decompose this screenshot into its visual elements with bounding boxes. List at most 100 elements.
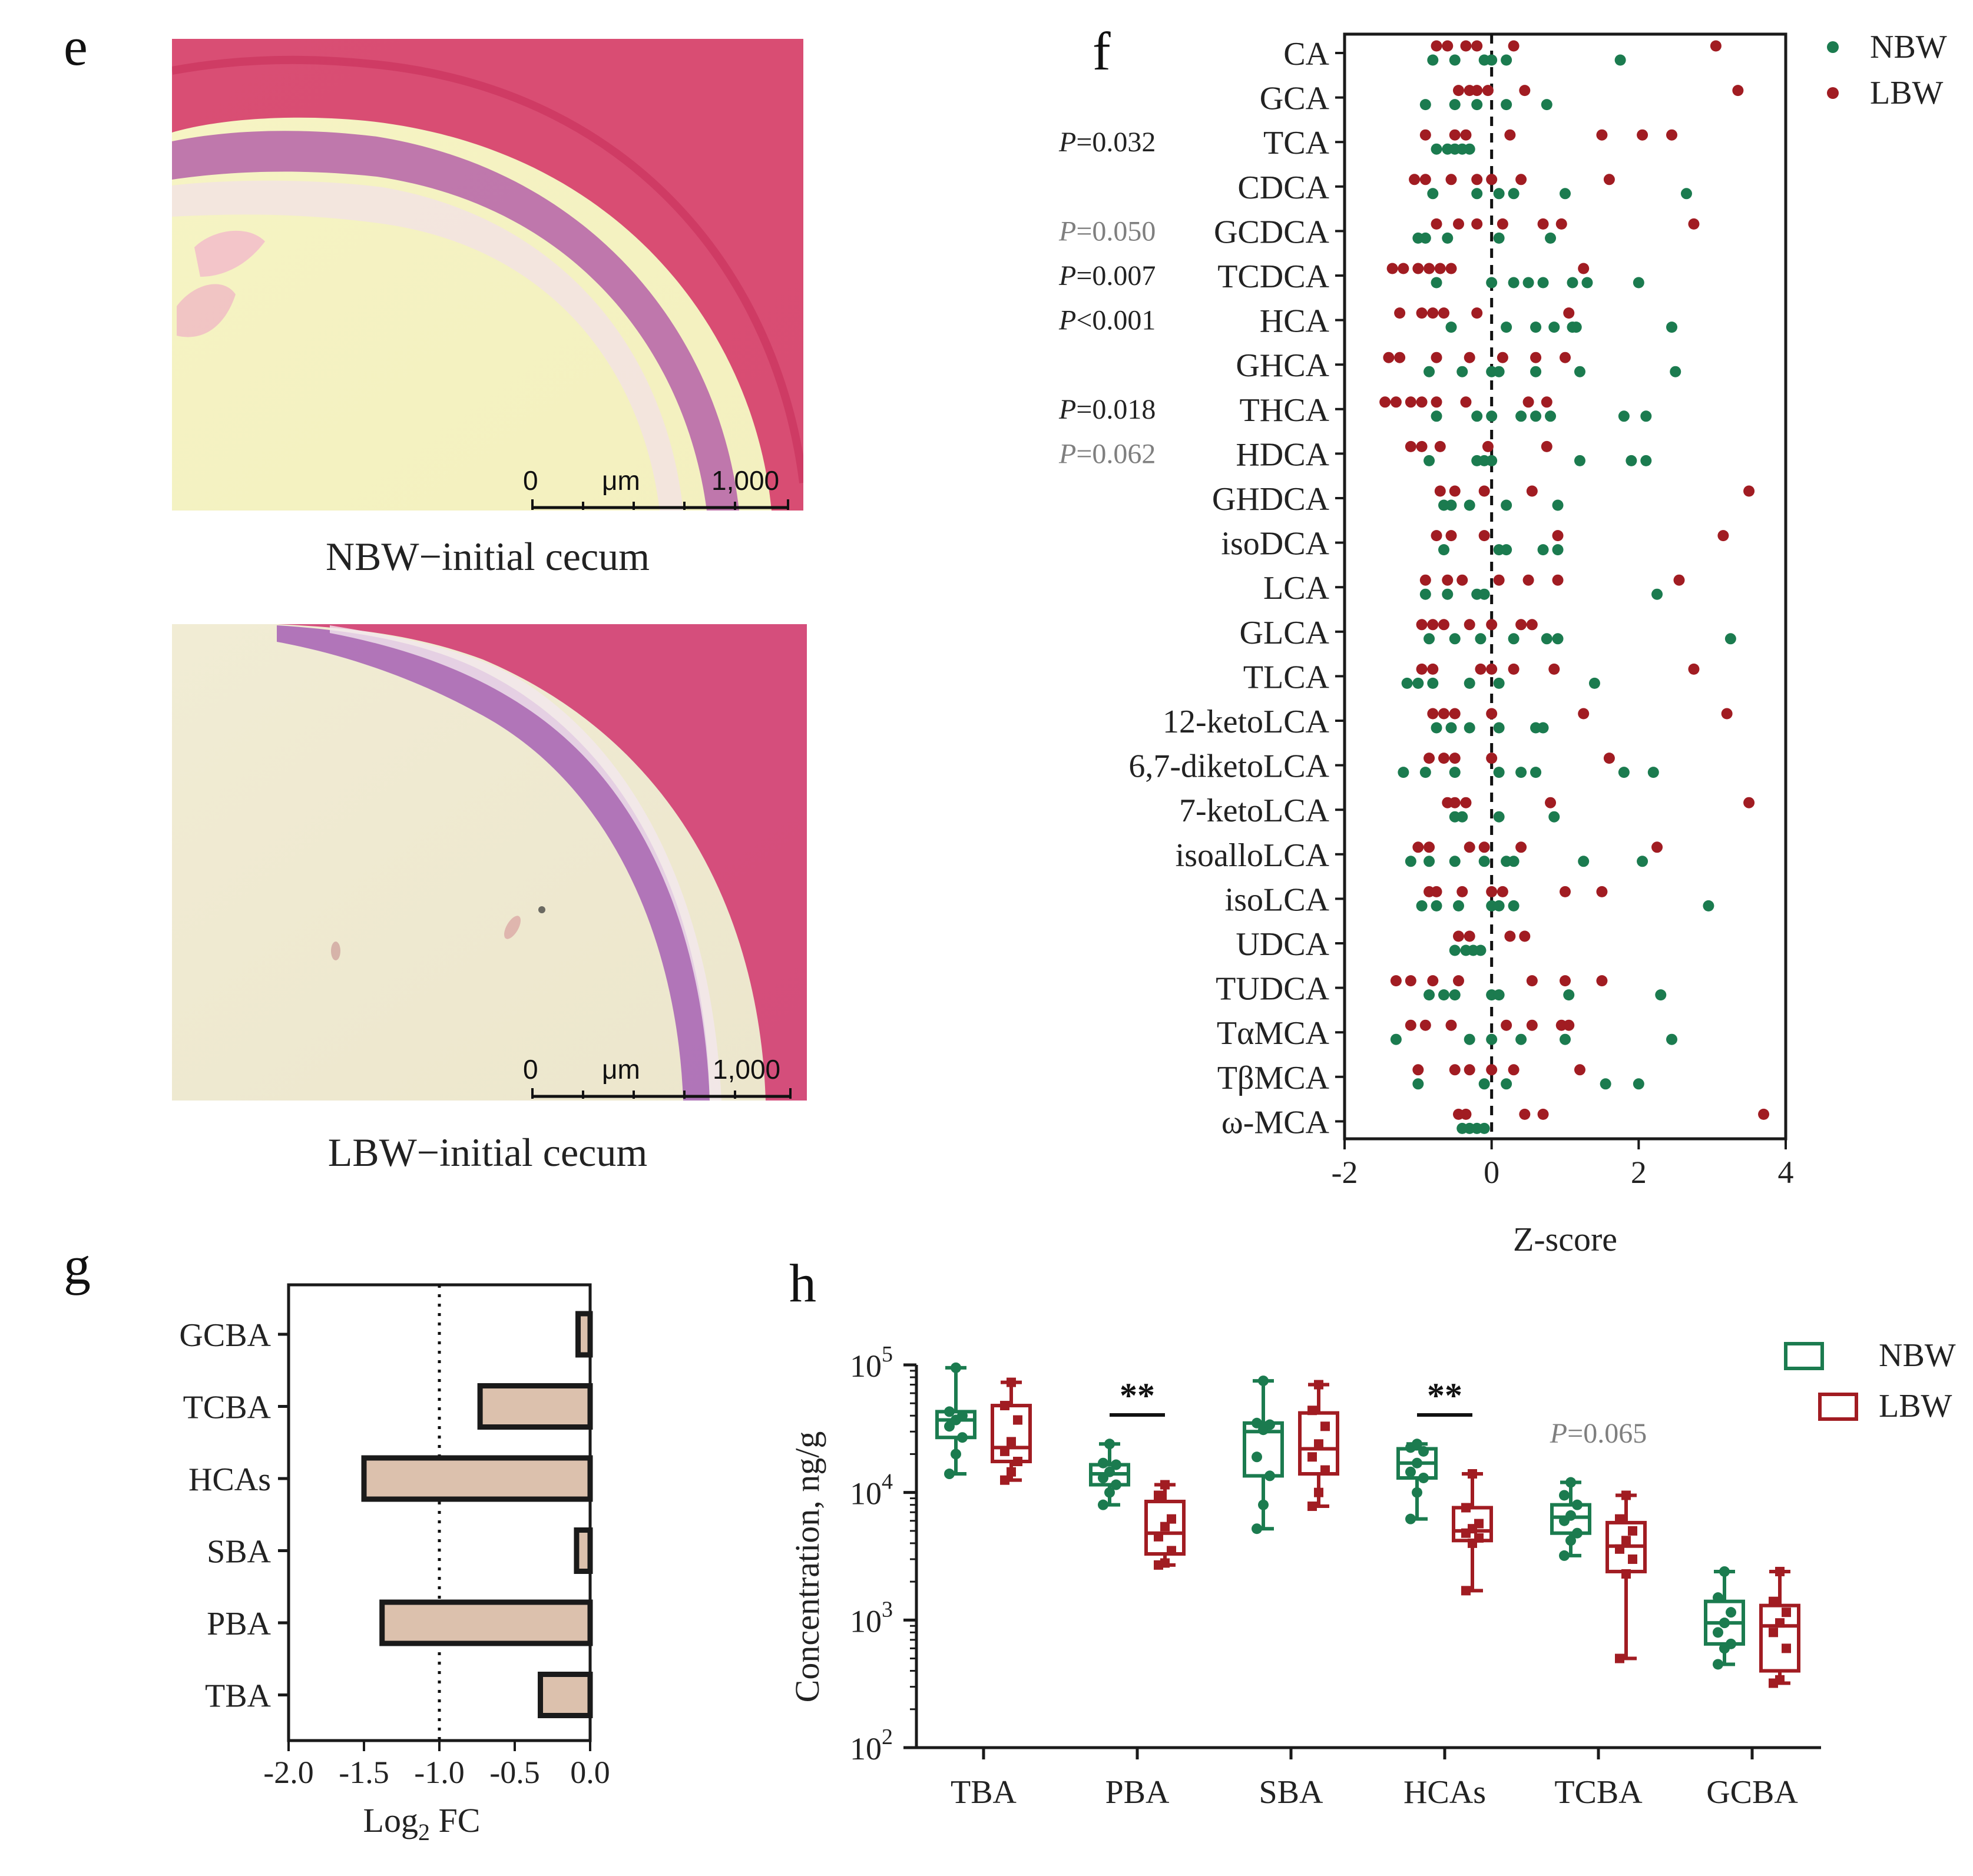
point-nbw (1501, 99, 1512, 111)
x-tick-label: PBA (1105, 1774, 1170, 1811)
point-lbw (1717, 530, 1729, 542)
point-nbw (1471, 410, 1483, 422)
point-lbw (1478, 530, 1490, 542)
point-lbw (1471, 40, 1483, 52)
y-tick-label: TLCA (1243, 659, 1330, 695)
y-tick-label: HDCA (1236, 436, 1329, 473)
point-nbw (1713, 1659, 1723, 1670)
point-lbw (1526, 485, 1538, 497)
scale-bar-lbw: 0 μm 1,000 (523, 1054, 792, 1099)
x-tick-label: -2.0 (263, 1755, 313, 1790)
point-lbw (1519, 930, 1531, 942)
y-tick-label: HCAs (188, 1461, 271, 1498)
point-nbw (1412, 1078, 1424, 1090)
point-nbw (1427, 54, 1439, 66)
y-tick-label: GHDCA (1212, 481, 1330, 518)
point-nbw (1493, 989, 1505, 1001)
point-nbw (1264, 1419, 1275, 1430)
point-lbw (1596, 886, 1608, 897)
point-lbw (1013, 1415, 1022, 1425)
point-nbw (1456, 366, 1468, 377)
point-lbw (1688, 218, 1700, 230)
point-nbw (1574, 366, 1585, 377)
point-nbw (1464, 677, 1475, 689)
y-tick-label: CDCA (1237, 170, 1329, 206)
point-nbw (1464, 722, 1475, 734)
point-lbw (1578, 263, 1590, 274)
point-nbw (1412, 677, 1424, 689)
x-tick-label: 2 (1631, 1155, 1647, 1190)
point-lbw (1320, 1421, 1330, 1431)
point-lbw (1449, 797, 1461, 808)
point-lbw (1000, 1401, 1009, 1411)
point-nbw (1431, 277, 1442, 289)
point-nbw (1581, 277, 1593, 289)
y-tick-label: GCA (1260, 81, 1330, 117)
point-lbw (1637, 129, 1648, 141)
point-nbw (944, 1469, 955, 1480)
point-nbw (1548, 811, 1560, 823)
point-lbw (1497, 218, 1508, 230)
bar-sba (574, 1527, 593, 1574)
point-lbw (1449, 708, 1461, 720)
point-nbw (1724, 633, 1736, 645)
point-lbw (1456, 574, 1468, 586)
point-lbw (1461, 1586, 1471, 1596)
y-tick-label: THCA (1240, 392, 1330, 429)
point-nbw (1548, 321, 1560, 333)
p-value-label: P=0.065 (1550, 1418, 1647, 1449)
point-nbw (1405, 1466, 1416, 1477)
significance-stars: ** (1427, 1376, 1462, 1415)
point-nbw (1719, 1618, 1730, 1629)
point-nbw (1713, 1627, 1723, 1638)
point-lbw (1431, 218, 1442, 230)
point-lbw (1486, 708, 1498, 720)
point-nbw (1258, 1499, 1269, 1510)
legend-h-nbw-marker (1784, 1342, 1824, 1370)
point-lbw (1007, 1437, 1016, 1447)
point-lbw (1167, 1546, 1176, 1556)
point-lbw (1431, 40, 1442, 52)
y-tick-label: 12-ketoLCA (1163, 704, 1330, 740)
point-lbw (1460, 40, 1472, 52)
scale-end: 1,000 (713, 1054, 780, 1085)
y-tick-label: UDCA (1236, 926, 1329, 963)
point-nbw (1600, 1078, 1611, 1090)
point-nbw (1493, 767, 1505, 778)
point-nbw (1530, 410, 1542, 422)
point-lbw (1478, 841, 1490, 853)
y-tick-label: isoLCA (1225, 881, 1330, 918)
point-nbw (1431, 900, 1442, 912)
point-nbw (1560, 188, 1571, 200)
scale-start: 0 (523, 465, 538, 496)
point-lbw (1460, 797, 1472, 808)
point-lbw (1560, 975, 1571, 987)
point-nbw (1559, 1490, 1570, 1501)
panel-g-letter: g (64, 1235, 91, 1295)
point-nbw (1419, 767, 1431, 778)
point-nbw (1537, 277, 1549, 289)
scale-unit: μm (602, 465, 640, 496)
x-axis-title: Z-score (1513, 1220, 1617, 1258)
point-nbw (1104, 1466, 1115, 1477)
point-nbw (1445, 722, 1457, 734)
point-lbw (1431, 530, 1442, 542)
point-nbw (944, 1406, 955, 1417)
point-lbw (1482, 440, 1494, 452)
point-nbw (1486, 455, 1498, 466)
point-lbw (1464, 619, 1475, 631)
point-nbw (1522, 277, 1534, 289)
point-lbw (1409, 174, 1421, 185)
point-nbw (1438, 544, 1450, 556)
point-lbw (1438, 619, 1450, 631)
y-tick-label: GHCA (1236, 347, 1329, 384)
point-lbw (1526, 975, 1538, 987)
point-nbw (1449, 989, 1461, 1001)
point-nbw (1666, 1033, 1678, 1045)
bar-tba (538, 1672, 593, 1718)
y-tick-label: PBA (207, 1606, 271, 1642)
point-nbw (1570, 321, 1582, 333)
point-nbw (1541, 633, 1552, 645)
point-lbw (1307, 1502, 1317, 1512)
